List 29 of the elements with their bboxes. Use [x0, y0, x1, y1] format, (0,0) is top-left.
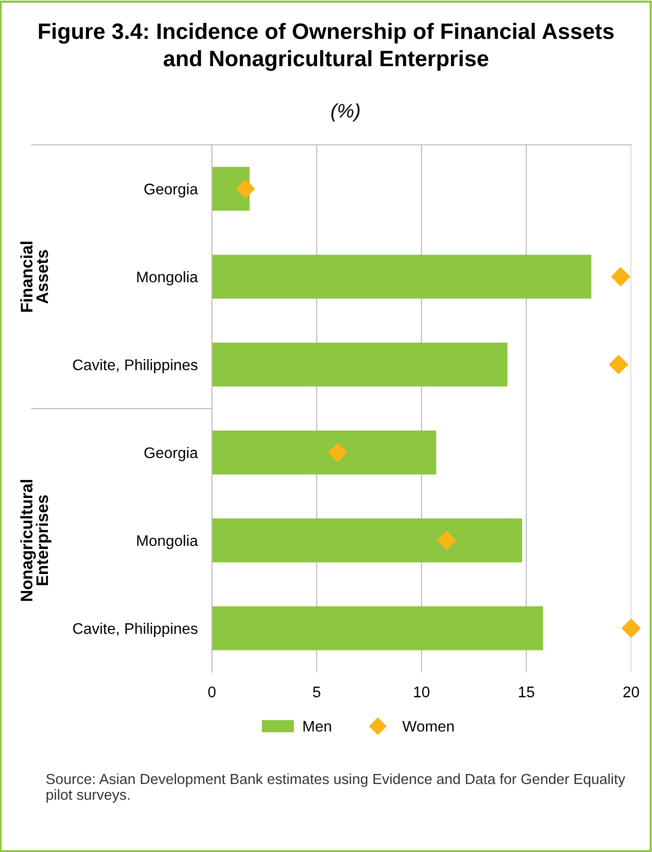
text: Nonagricultural Enterprises [20, 480, 52, 601]
y-tick-label: Georgia [144, 446, 198, 462]
y-tick-label: Mongolia [137, 534, 198, 550]
y-tick-label: Mongolia [137, 271, 198, 286]
chart-subtitle: (%) [331, 103, 360, 122]
x-tick-label: 15 [518, 686, 534, 698]
y-tick-label: Georgia [144, 183, 198, 198]
point [611, 267, 630, 286]
bar [212, 518, 522, 562]
x-tick-label: 10 [414, 686, 430, 698]
y-tick-label: Cavite, Philippines [73, 359, 198, 374]
point [328, 443, 348, 462]
bar [212, 254, 592, 299]
bar [212, 606, 544, 650]
point [236, 179, 255, 198]
point [622, 618, 641, 638]
point [437, 530, 456, 550]
y-tick-label: Cavite, Philippines [73, 622, 198, 637]
chart-title: Figure 3.4: Incidence of Ownership of Financial Assets and Nonagricultural Enterprise [38, 22, 614, 71]
source-note: Source: Asian Development Bank estimates using Evidence and Data for Gender Equality pilot surveys. [46, 773, 626, 803]
bar [212, 430, 436, 474]
x-tick-label: 0 [208, 686, 216, 698]
point [609, 355, 628, 374]
text: Financial Assets [20, 242, 48, 312]
bar [212, 342, 508, 387]
legend-label: Women [402, 721, 454, 732]
legend-label: Men [304, 721, 332, 732]
x-tick-label: 20 [623, 686, 640, 698]
x-tick-label: 5 [313, 686, 320, 698]
